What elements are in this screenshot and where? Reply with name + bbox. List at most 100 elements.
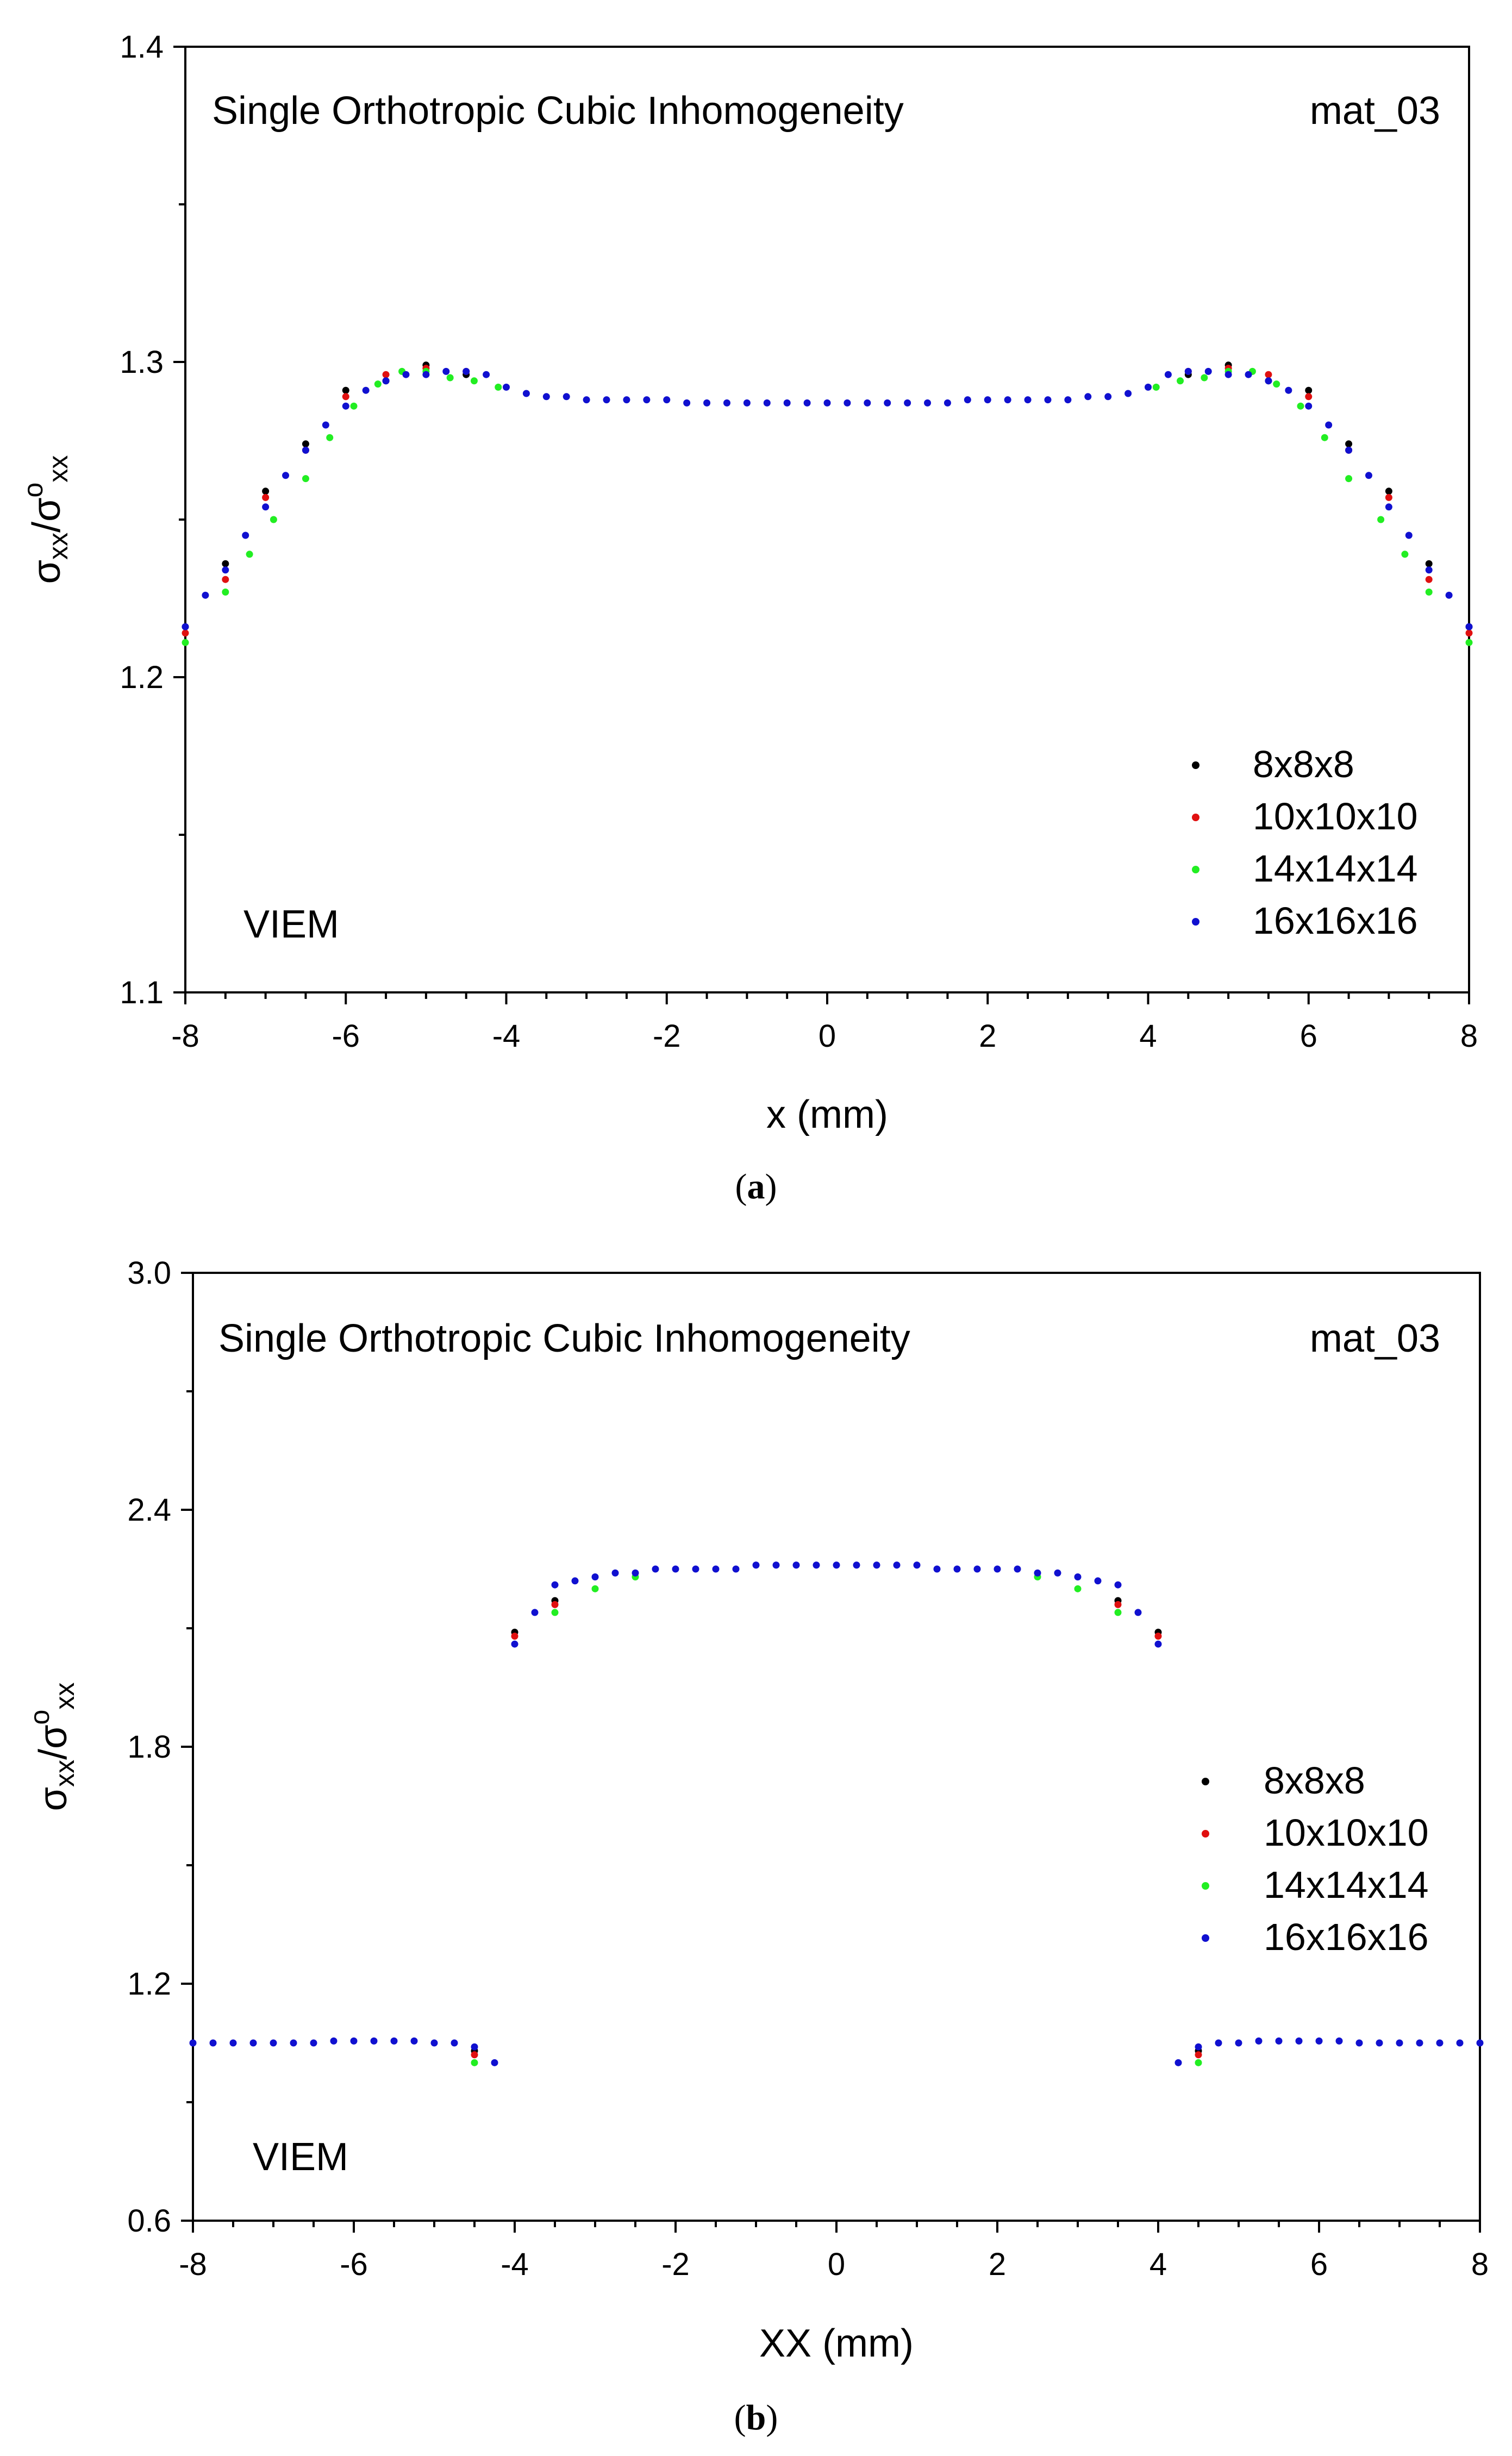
y-axis-label: σxx/σoxx (24, 1683, 80, 1811)
data-point-series-3 (1204, 367, 1212, 375)
data-point-series-3 (542, 393, 550, 401)
data-point-series-3 (522, 390, 530, 397)
data-point-series-3 (1376, 2039, 1383, 2047)
data-point-series-2 (1401, 551, 1409, 558)
data-point-series-3 (692, 1565, 699, 1573)
data-point-series-3 (402, 371, 410, 378)
x-tick-label: 0 (828, 2247, 845, 2282)
data-point-series-1 (1305, 393, 1313, 401)
data-point-series-3 (1345, 446, 1353, 454)
data-point-series-1 (182, 629, 189, 637)
data-point-series-0 (302, 440, 309, 448)
data-point-series-3 (1295, 2037, 1303, 2045)
data-point-series-3 (873, 1561, 880, 1569)
data-point-series-3 (422, 371, 430, 378)
data-point-series-3 (732, 1565, 740, 1573)
data-point-series-3 (652, 1565, 659, 1573)
data-point-series-3 (330, 2037, 338, 2045)
chart-title: Single Orthotropic Cubic Inhomogeneity (212, 89, 904, 133)
data-point-series-3 (262, 503, 270, 511)
data-point-series-3 (823, 399, 831, 407)
legend-label: 16x16x16 (1264, 1916, 1429, 1958)
data-point-series-3 (723, 399, 730, 407)
data-point-series-3 (471, 2043, 478, 2051)
data-point-series-0 (342, 386, 349, 394)
legend-label: 16x16x16 (1253, 899, 1418, 942)
data-point-series-3 (1305, 402, 1313, 410)
data-point-series-3 (1425, 566, 1433, 574)
data-point-series-3 (752, 1561, 760, 1569)
y-tick-label: 1.4 (120, 29, 164, 65)
data-point-series-3 (1456, 2039, 1464, 2047)
legend-label: 14x14x14 (1253, 847, 1418, 890)
data-point-series-1 (511, 1633, 518, 1640)
data-point-series-3 (1224, 371, 1232, 378)
data-point-series-3 (844, 399, 851, 407)
data-point-series-3 (463, 367, 470, 375)
y-tick-label: 1.3 (120, 345, 164, 380)
legend-label: 8x8x8 (1264, 1759, 1365, 1802)
y-tick-label: 1.2 (120, 660, 164, 695)
data-point-series-3 (1275, 2037, 1283, 2045)
data-point-series-2 (1377, 516, 1385, 523)
data-point-series-3 (772, 1561, 780, 1569)
data-point-series-3 (933, 1565, 941, 1573)
data-point-series-3 (1145, 383, 1152, 391)
legend-marker (1202, 1882, 1209, 1890)
data-point-series-3 (803, 399, 811, 407)
data-point-series-2 (182, 639, 189, 646)
data-point-series-3 (611, 1569, 619, 1577)
data-point-series-2 (302, 475, 309, 483)
data-point-series-3 (672, 1565, 679, 1573)
data-point-series-1 (471, 2051, 478, 2059)
data-point-series-3 (1325, 421, 1333, 429)
x-tick-label: -2 (661, 2247, 690, 2282)
axis-ticks: -8 -6 -4 -2 0 2 4 6 8 1.1 1.2 1.3 1.4 (120, 29, 1478, 1054)
material-label: mat_03 (1310, 89, 1440, 133)
data-point-series-2 (1321, 434, 1328, 441)
data-point-series-3 (551, 1581, 559, 1589)
data-point-series-2 (551, 1609, 559, 1616)
data-point-series-2 (446, 374, 454, 382)
x-tick-label: 8 (1471, 2247, 1489, 2282)
x-axis-label: XX (mm) (759, 2322, 914, 2365)
data-points (189, 1561, 1484, 2066)
data-point-series-3 (924, 399, 932, 407)
data-point-series-3 (1265, 377, 1272, 385)
y-tick-label: 1.2 (127, 1966, 171, 2002)
legend-marker (1202, 1830, 1209, 1838)
data-point-series-3 (242, 532, 249, 539)
data-point-series-3 (1174, 2059, 1182, 2066)
data-point-series-3 (1476, 2039, 1484, 2047)
data-point-series-2 (1273, 380, 1280, 388)
method-label: VIEM (253, 2135, 348, 2179)
data-point-series-3 (1154, 1640, 1162, 1648)
data-point-series-3 (1074, 1573, 1082, 1581)
x-tick-label: 2 (989, 2247, 1006, 2282)
data-point-series-0 (222, 560, 229, 567)
legend-marker (1202, 1778, 1209, 1785)
data-point-series-3 (1054, 1569, 1061, 1577)
data-point-series-3 (632, 1569, 639, 1577)
data-point-series-3 (370, 2037, 378, 2045)
legend-marker (1192, 814, 1199, 821)
panel-caption: (a) (735, 1167, 777, 1207)
data-point-series-3 (1034, 1569, 1041, 1577)
data-point-series-3 (503, 383, 510, 391)
data-point-series-3 (683, 399, 691, 407)
data-point-series-3 (451, 2039, 458, 2047)
data-point-series-1 (1265, 371, 1272, 378)
y-tick-label: 0.6 (127, 2203, 171, 2239)
data-point-series-3 (1245, 371, 1252, 378)
legend: 8x8x8 10x10x10 14x14x14 16x16x16 (1192, 743, 1418, 942)
data-point-series-3 (1164, 371, 1172, 378)
data-point-series-3 (893, 1561, 901, 1569)
data-point-series-3 (1445, 591, 1453, 599)
data-point-series-3 (984, 396, 991, 404)
data-point-series-1 (222, 576, 229, 583)
data-point-series-3 (182, 623, 189, 630)
data-point-series-2 (1074, 1585, 1082, 1592)
data-point-series-3 (1084, 393, 1092, 401)
data-point-series-3 (1004, 396, 1011, 404)
x-tick-label: -8 (171, 1018, 199, 1054)
